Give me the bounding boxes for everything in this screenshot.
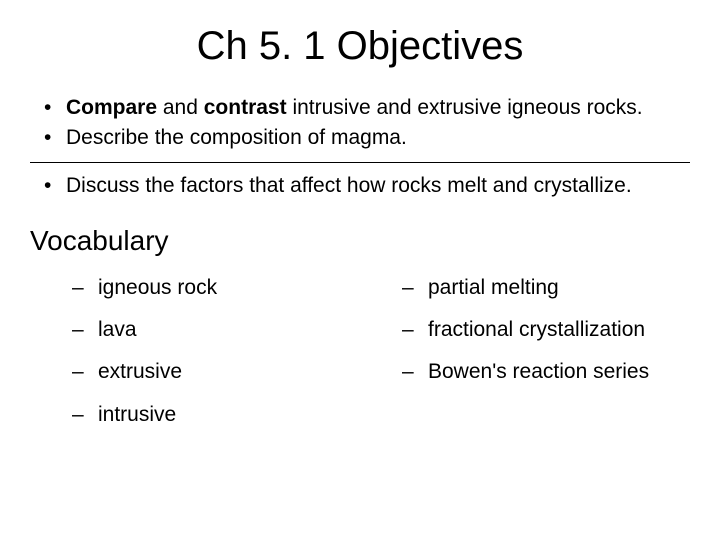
objective-item: Describe the composition of magma. [30,125,690,151]
vocabulary-term: fractional crystallization [360,317,690,343]
vocabulary-column-right: partial melting fractional crystallizati… [360,275,690,444]
objective-text-mid: and [157,96,204,119]
objectives-list: Compare and contrast intrusive and extru… [30,95,690,199]
objective-item: Discuss the factors that affect how rock… [30,173,690,199]
objective-bold-2: contrast [204,96,287,119]
objective-text: Describe the composition of magma. [66,126,407,149]
vocabulary-term: extrusive [30,359,360,385]
objective-text: Discuss the factors that affect how rock… [66,174,632,197]
vocabulary-term: igneous rock [30,275,360,301]
vocabulary-term: Bowen's reaction series [360,359,690,385]
objective-bold-1: Compare [66,96,157,119]
separator-line [30,162,690,163]
vocabulary-term: intrusive [30,402,360,428]
objective-item: Compare and contrast intrusive and extru… [30,95,690,121]
vocabulary-heading: Vocabulary [30,225,690,257]
page-title: Ch 5. 1 Objectives [30,24,690,69]
objective-text-rest: intrusive and extrusive igneous rocks. [287,96,643,119]
vocabulary-grid: igneous rock lava extrusive intrusive pa… [30,275,690,444]
vocabulary-column-left: igneous rock lava extrusive intrusive [30,275,360,444]
vocabulary-term: lava [30,317,360,343]
vocabulary-term: partial melting [360,275,690,301]
